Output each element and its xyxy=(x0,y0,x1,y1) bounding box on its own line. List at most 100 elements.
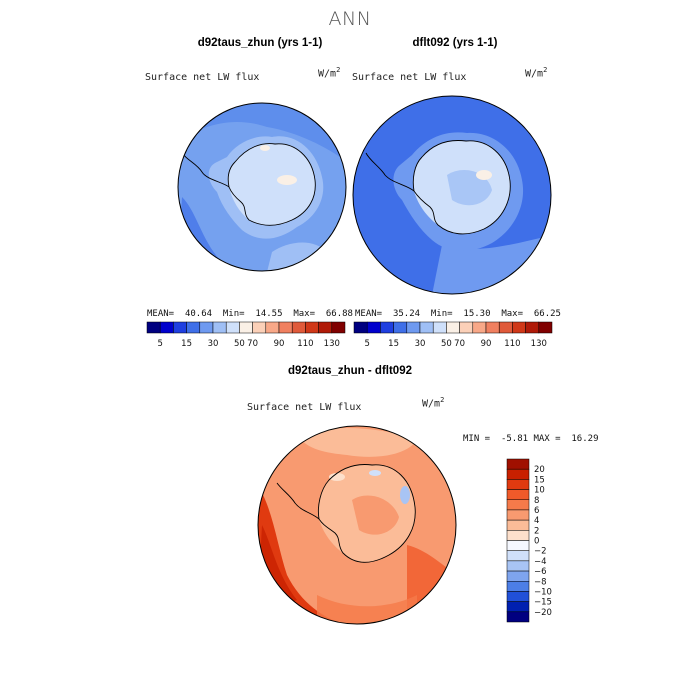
panel-2-colorbar-tick-label: 130 xyxy=(531,339,547,349)
panel-3-cool-spot-b xyxy=(329,473,345,481)
panel-3-variable: Surface net LW flux xyxy=(247,402,362,413)
panel-1-title: d92taus_zhun (yrs 1-1) xyxy=(197,37,323,49)
panel-1-colorbar-tick-label: 5 xyxy=(157,339,162,349)
panel-2-colorbar-tick-label: 30 xyxy=(415,339,426,349)
panel-2-colorbar-tick-label: 50 xyxy=(441,339,452,349)
panel-3-colorbar-swatch xyxy=(506,591,530,602)
panel-2-colorbar-swatch xyxy=(432,321,447,334)
panel-1-colorbar-swatch xyxy=(318,321,333,334)
panel-2-variable: Surface net LW flux xyxy=(352,72,467,83)
panel-1-colorbar-swatch xyxy=(331,321,346,334)
panel-2-map-frame xyxy=(352,95,552,295)
panel-2-stats: MEAN= 35.24 Min= 15.30 Max= 66.25 xyxy=(355,309,561,319)
panel-3-map xyxy=(257,425,457,625)
panel-3-colorbar-tick-label: 4 xyxy=(534,516,539,526)
panel-3-colorbar-swatch xyxy=(506,560,530,572)
panel-3-interior-warm xyxy=(352,495,399,535)
panel-2-colorbar-swatch xyxy=(393,321,408,334)
panel-1-colorbar-swatch xyxy=(146,321,161,334)
panel-3-colorbar-tick-label: −10 xyxy=(534,587,552,597)
panel-3-colorbar-swatch xyxy=(506,479,530,490)
panel-2-colorbar-swatch xyxy=(538,321,553,334)
panel-1-warm-spot-b xyxy=(260,145,270,151)
panel-3-colorbar-swatch xyxy=(506,519,530,531)
panel-1-colorbar: 5 15 30 50 70 90 110 130 xyxy=(146,321,346,349)
panel-3-colorbar-tick-label: −20 xyxy=(534,608,552,618)
panel-1-colorbar-swatch xyxy=(199,321,214,334)
panel-2-colorbar-swatch xyxy=(459,321,474,334)
panel-3-stats: MIN = -5.81 MAX = 16.29 xyxy=(463,434,599,444)
panel-3-colorbar-tick-label: 20 xyxy=(534,465,545,475)
panel-1-colorbar-swatch xyxy=(265,321,280,334)
panel-1-units: W/m2 xyxy=(318,66,341,80)
panel-1-colorbar-swatch xyxy=(225,321,240,334)
panel-2-colorbar-tick-label: 15 xyxy=(388,339,399,349)
panel-1-colorbar-swatch xyxy=(291,321,306,334)
panel-3-colorbar-swatch xyxy=(506,581,530,592)
panel-2-colorbar-swatch xyxy=(406,321,421,334)
panel-3-colorbar-swatch xyxy=(506,611,530,623)
panel-2-colorbar-tick-label: 110 xyxy=(504,339,520,349)
panel-2-warm-spot xyxy=(476,170,492,180)
panel-2-colorbar-tick-label: 90 xyxy=(481,339,492,349)
panel-3-map-frame xyxy=(257,425,457,625)
panel-1-colorbar-swatch xyxy=(305,321,319,334)
panel-2-colorbar-tick-label: 70 xyxy=(454,339,465,349)
panel-3-cool-spot-c xyxy=(369,470,381,476)
panel-3-colorbar-tick-label: −15 xyxy=(534,598,552,608)
panel-1-colorbar-swatch xyxy=(173,321,187,334)
panel-2-colorbar-swatch xyxy=(366,321,381,334)
panel-3-colorbar-swatch xyxy=(506,458,530,470)
panel-3-colorbar-tick-label: −6 xyxy=(534,567,547,577)
panel-1-colorbar-tick-label: 15 xyxy=(181,339,192,349)
panel-3-coastline xyxy=(276,464,416,563)
panel-3-colorbar-swatch xyxy=(506,570,530,582)
panel-1-stats: MEAN= 40.64 Min= 14.55 Max= 66.88 xyxy=(147,309,353,319)
panel-2-colorbar-swatch xyxy=(419,321,434,334)
panel-3-units: W/m2 xyxy=(422,396,445,410)
panel-3-colorbar-swatch xyxy=(506,468,530,480)
panel-2-colorbar-swatch xyxy=(498,321,513,334)
panel-1-colorbar-tick-label: 90 xyxy=(274,339,285,349)
panel-1-colorbar-swatch xyxy=(278,321,293,334)
panel-3-colorbar-swatch xyxy=(506,540,530,551)
figure-title: ANN xyxy=(328,8,372,30)
panel-1-variable: Surface net LW flux xyxy=(145,72,260,83)
panel-1-colorbar-swatch xyxy=(186,321,201,334)
panel-2-colorbar-swatch xyxy=(353,321,368,334)
panel-2-coastline xyxy=(365,140,511,235)
panel-3-colorbar-swatch xyxy=(506,601,530,613)
panel-2-colorbar-swatch xyxy=(380,321,394,334)
panel-3-colorbar-tick-label: 0 xyxy=(534,537,539,547)
panel-3-north-cool-band xyxy=(297,428,417,457)
panel-1-warm-spot-a xyxy=(277,175,297,185)
panel-3-colorbar-tick-label: 15 xyxy=(534,475,545,485)
panel-2-colorbar-swatch xyxy=(446,321,460,334)
panel-3-colorbar-tick-label: 6 xyxy=(534,506,539,516)
panel-3-colorbar-tick-label: 10 xyxy=(534,486,545,496)
panel-2-colorbar: 5 15 30 50 70 90 110 130 xyxy=(353,321,553,349)
panel-3-colorbar-tick-label: −4 xyxy=(534,557,547,567)
panel-1-colorbar-tick-label: 70 xyxy=(247,339,258,349)
panel-2-title: dflt092 (yrs 1-1) xyxy=(412,37,498,49)
panel-1-colorbar-tick-label: 50 xyxy=(234,339,245,349)
panel-3-colorbar-swatch xyxy=(506,550,530,562)
panel-2-colorbar-tick-label: 5 xyxy=(364,339,369,349)
panel-1-colorbar-swatch xyxy=(239,321,253,334)
panel-1-colorbar-swatch xyxy=(252,321,267,334)
panel-1-antarctica-interior xyxy=(228,143,316,226)
panel-3-colorbar-tick-label: 2 xyxy=(534,526,539,536)
panel-2-map xyxy=(352,95,552,295)
panel-3-colorbar-swatch xyxy=(506,509,530,521)
panel-1-colorbar-swatch xyxy=(212,321,227,334)
panel-1-colorbar-tick-label: 30 xyxy=(208,339,219,349)
panel-3-colorbar-tick-label: −2 xyxy=(534,547,547,557)
panel-1-colorbar-tick-label: 130 xyxy=(324,339,340,349)
panel-1-coastline xyxy=(182,143,316,226)
panel-3-colorbar-tick-label: −8 xyxy=(534,577,547,587)
panel-3-colorbar-swatch xyxy=(506,530,530,541)
panel-2-colorbar-swatch xyxy=(472,321,487,334)
panel-2-colorbar-swatch xyxy=(485,321,500,334)
panel-1-map-frame xyxy=(177,102,347,272)
